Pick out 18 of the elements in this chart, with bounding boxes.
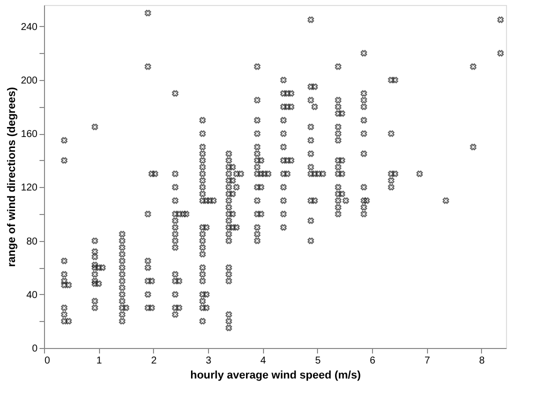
x-axis-title: hourly average wind speed (m/s) (190, 370, 362, 382)
y-tick-label: 40 (26, 290, 38, 301)
y-tick-label: 0 (32, 344, 38, 354)
x-tick-label: 4 (260, 356, 266, 366)
x-tick-label: 2 (151, 356, 158, 366)
y-tick-label: 80 (26, 236, 38, 248)
x-tick-label: 6 (370, 356, 376, 366)
y-tick-label: 200 (20, 76, 38, 87)
y-tick-label: 160 (20, 129, 38, 140)
x-tick-label: 5 (315, 356, 322, 366)
y-axis-title: range of wind directions (degrees) (6, 86, 18, 267)
y-tick-label: 120 (20, 182, 38, 194)
x-tick-label: 1 (96, 356, 102, 366)
x-tick-label: 8 (479, 356, 486, 366)
x-tick-label: 3 (206, 356, 212, 366)
x-tick-label: 7 (424, 356, 430, 366)
y-tick-label: 240 (20, 22, 38, 33)
x-tick-label: 0 (44, 356, 50, 366)
